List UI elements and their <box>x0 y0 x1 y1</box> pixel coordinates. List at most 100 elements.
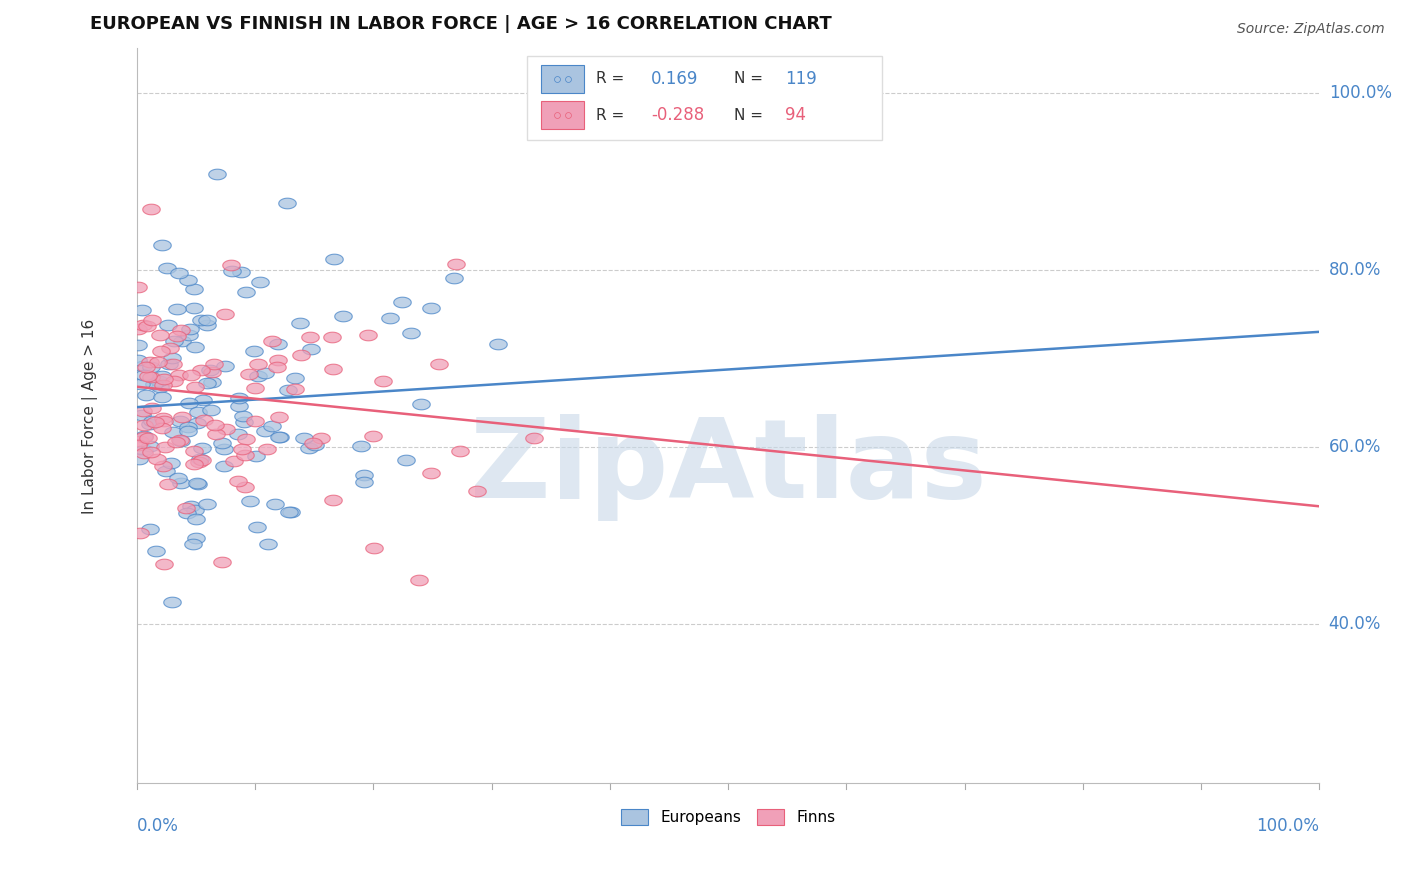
Point <box>298 441 321 455</box>
Point <box>546 166 568 180</box>
Point <box>163 374 186 388</box>
Point <box>127 438 149 452</box>
Point <box>373 375 395 389</box>
Point <box>183 457 205 471</box>
Point <box>245 449 267 463</box>
Point <box>242 344 264 359</box>
Point <box>191 452 214 467</box>
Point <box>180 499 202 513</box>
Point <box>231 265 253 279</box>
Point <box>195 313 218 327</box>
Point <box>131 408 153 422</box>
Point <box>188 452 211 467</box>
Point <box>132 318 155 332</box>
Point <box>201 375 224 389</box>
Point <box>299 330 322 344</box>
Point <box>256 442 278 457</box>
Point <box>170 476 193 491</box>
Point <box>141 414 163 428</box>
Point <box>284 371 307 385</box>
Point <box>191 441 214 455</box>
Point <box>150 368 173 383</box>
Point <box>160 595 183 609</box>
Text: R =: R = <box>596 108 624 123</box>
Point <box>152 458 174 473</box>
Point <box>156 476 179 491</box>
Point <box>153 557 176 571</box>
Point <box>193 412 215 426</box>
Point <box>183 282 205 296</box>
Text: EUROPEAN VS FINNISH IN LABOR FORCE | AGE > 16 CORRELATION CHART: EUROPEAN VS FINNISH IN LABOR FORCE | AGE… <box>90 15 831 33</box>
Text: 94: 94 <box>785 106 806 124</box>
Point <box>190 362 212 376</box>
Point <box>152 378 174 392</box>
Point <box>486 336 509 351</box>
Point <box>332 309 354 323</box>
Point <box>179 322 201 336</box>
Text: 80.0%: 80.0% <box>1329 260 1381 279</box>
Point <box>139 369 162 384</box>
Point <box>233 480 256 494</box>
Point <box>184 379 207 393</box>
Point <box>165 434 187 449</box>
Point <box>145 544 167 558</box>
Point <box>214 359 236 374</box>
Point <box>150 344 173 359</box>
Point <box>150 238 173 252</box>
Point <box>180 368 202 382</box>
Point <box>132 359 155 374</box>
Text: 119: 119 <box>785 70 817 87</box>
Point <box>141 401 163 416</box>
Point <box>304 438 326 452</box>
Point <box>395 453 418 467</box>
Point <box>170 409 193 424</box>
Point <box>226 427 249 442</box>
Point <box>557 166 579 180</box>
Point <box>179 396 201 410</box>
Point <box>131 302 153 317</box>
Point <box>233 448 256 462</box>
Point <box>135 388 157 402</box>
Point <box>166 301 188 316</box>
Point <box>132 368 155 382</box>
Point <box>322 361 344 376</box>
Text: N =: N = <box>734 108 763 123</box>
Point <box>219 258 242 272</box>
Point <box>184 531 207 545</box>
Point <box>401 326 423 340</box>
Point <box>136 369 159 384</box>
Point <box>139 359 162 374</box>
Point <box>204 417 226 432</box>
Text: N =: N = <box>734 71 763 87</box>
Point <box>228 399 250 413</box>
Point <box>523 431 546 445</box>
Point <box>264 497 287 511</box>
Point <box>134 429 156 443</box>
Point <box>150 390 173 404</box>
Point <box>269 409 291 424</box>
Point <box>357 328 380 343</box>
Point <box>408 573 430 587</box>
Point <box>143 377 166 392</box>
Point <box>215 422 238 436</box>
Point <box>221 264 243 278</box>
Text: 100.0%: 100.0% <box>1257 816 1319 835</box>
Point <box>139 522 162 536</box>
Point <box>184 340 207 354</box>
Point <box>235 432 257 446</box>
Point <box>183 443 205 458</box>
Point <box>139 417 162 431</box>
Point <box>172 334 194 348</box>
Point <box>159 341 181 355</box>
Point <box>465 483 488 498</box>
Point <box>127 279 149 293</box>
Point <box>269 430 291 444</box>
Point <box>127 353 149 368</box>
Point <box>201 365 224 379</box>
Point <box>135 359 157 374</box>
Point <box>160 351 183 365</box>
Point <box>449 444 471 458</box>
Point <box>350 439 373 453</box>
Point <box>353 475 375 490</box>
Text: 60.0%: 60.0% <box>1329 438 1381 456</box>
